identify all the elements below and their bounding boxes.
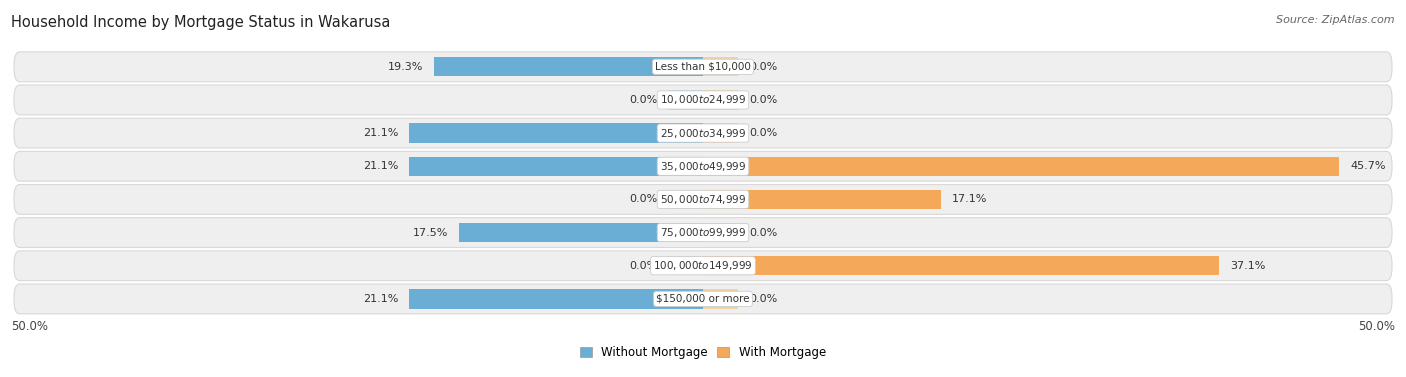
Text: 0.0%: 0.0% <box>628 95 657 105</box>
Bar <box>703 256 1219 275</box>
Bar <box>703 157 1339 176</box>
FancyBboxPatch shape <box>14 184 1392 215</box>
Text: $75,000 to $99,999: $75,000 to $99,999 <box>659 226 747 239</box>
Bar <box>409 157 703 176</box>
Text: 17.1%: 17.1% <box>952 195 987 204</box>
Legend: Without Mortgage, With Mortgage: Without Mortgage, With Mortgage <box>575 342 831 364</box>
FancyBboxPatch shape <box>14 52 1392 82</box>
Bar <box>668 190 703 209</box>
Bar <box>703 57 738 77</box>
Text: $100,000 to $149,999: $100,000 to $149,999 <box>654 259 752 272</box>
Text: $25,000 to $34,999: $25,000 to $34,999 <box>659 127 747 139</box>
Bar <box>434 57 703 77</box>
FancyBboxPatch shape <box>14 284 1392 314</box>
Text: 21.1%: 21.1% <box>363 294 398 304</box>
Text: Household Income by Mortgage Status in Wakarusa: Household Income by Mortgage Status in W… <box>11 15 391 30</box>
Text: 21.1%: 21.1% <box>363 128 398 138</box>
FancyBboxPatch shape <box>14 151 1392 181</box>
Bar <box>703 124 738 143</box>
Bar <box>668 90 703 110</box>
FancyBboxPatch shape <box>14 251 1392 280</box>
Bar <box>703 223 738 242</box>
Text: 21.1%: 21.1% <box>363 161 398 171</box>
Bar <box>703 90 738 110</box>
Text: $50,000 to $74,999: $50,000 to $74,999 <box>659 193 747 206</box>
Text: 50.0%: 50.0% <box>11 320 48 333</box>
Text: 45.7%: 45.7% <box>1350 161 1386 171</box>
Bar <box>703 289 738 308</box>
Text: Source: ZipAtlas.com: Source: ZipAtlas.com <box>1277 15 1395 25</box>
Text: 0.0%: 0.0% <box>628 261 657 271</box>
Bar <box>460 223 703 242</box>
Text: 0.0%: 0.0% <box>749 294 778 304</box>
Text: $35,000 to $49,999: $35,000 to $49,999 <box>659 160 747 173</box>
Text: $150,000 or more: $150,000 or more <box>657 294 749 304</box>
Text: 0.0%: 0.0% <box>749 128 778 138</box>
Text: 17.5%: 17.5% <box>413 228 449 238</box>
Text: 50.0%: 50.0% <box>1358 320 1395 333</box>
Text: 0.0%: 0.0% <box>628 195 657 204</box>
Bar <box>703 190 941 209</box>
FancyBboxPatch shape <box>14 85 1392 115</box>
Text: $10,000 to $24,999: $10,000 to $24,999 <box>659 93 747 106</box>
FancyBboxPatch shape <box>14 118 1392 148</box>
FancyBboxPatch shape <box>14 218 1392 248</box>
Text: 37.1%: 37.1% <box>1230 261 1265 271</box>
Bar <box>409 289 703 308</box>
Text: 0.0%: 0.0% <box>749 62 778 72</box>
Bar <box>668 256 703 275</box>
Text: 19.3%: 19.3% <box>388 62 423 72</box>
Text: Less than $10,000: Less than $10,000 <box>655 62 751 72</box>
Text: 0.0%: 0.0% <box>749 228 778 238</box>
Bar <box>409 124 703 143</box>
Text: 0.0%: 0.0% <box>749 95 778 105</box>
